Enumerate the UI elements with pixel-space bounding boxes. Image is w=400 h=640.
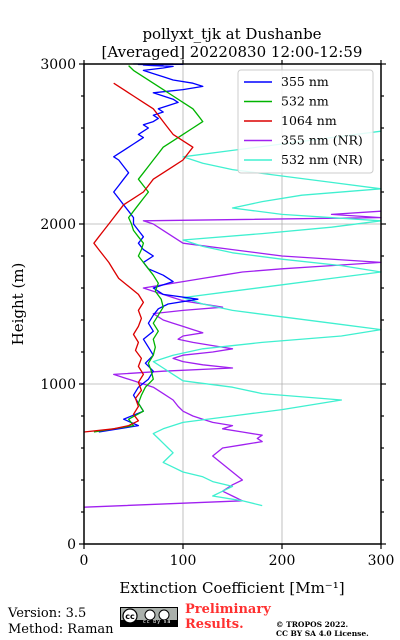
legend-label-0: 355 nm <box>281 74 329 89</box>
y-tick-label: 2000 <box>40 217 76 233</box>
chart-title-line1: pollyxt_tjk at Dushanbe <box>142 25 321 43</box>
legend-label-1: 532 nm <box>281 94 329 109</box>
cc-badge-text: cc by sa <box>143 619 172 625</box>
cc-license-badge: cc cc by sa <box>120 607 178 627</box>
series-line-1064-nm <box>83 82 194 433</box>
legend-label-4: 532 nm (NR) <box>281 152 363 167</box>
legend-label-2: 1064 nm <box>281 113 337 128</box>
copyright-text-line2: CC BY SA 4.0 License. <box>276 629 369 638</box>
y-axis-label: Height (m) <box>9 263 27 346</box>
svg-text:cc: cc <box>125 612 135 621</box>
series-line-532-nm <box>93 65 204 433</box>
legend-label-3: 355 nm (NR) <box>281 133 363 148</box>
x-tick-label: 100 <box>170 553 197 569</box>
x-tick-label: 200 <box>269 553 296 569</box>
plot-frame <box>83 63 382 545</box>
x-axis-label: Extinction Coefficient [Mm⁻¹] <box>119 579 344 597</box>
y-tick-label: 0 <box>67 537 76 553</box>
preliminary-text-line1: Preliminary <box>185 602 271 617</box>
preliminary-text-line2: Results. <box>185 617 244 632</box>
series-line-355-nm <box>98 63 204 433</box>
legend-box <box>237 69 374 174</box>
chart-title-line2: [Averaged] 20220830 12:00-12:59 <box>102 43 363 61</box>
x-tick-label: 300 <box>368 553 395 569</box>
y-tick-label: 1000 <box>40 377 76 393</box>
version-text: Version: 3.5 <box>8 606 87 621</box>
method-text: Method: Raman <box>8 622 114 637</box>
cc-logo-icon: cc <box>121 608 177 626</box>
legend: 355 nm 532 nm 1064 nm 355 nm (NR) 532 nm (NR… <box>237 69 374 174</box>
x-tick-label: 0 <box>80 553 89 569</box>
copyright-text-line1: © TROPOS 2022. <box>276 620 349 629</box>
y-tick-label: 3000 <box>40 57 76 73</box>
